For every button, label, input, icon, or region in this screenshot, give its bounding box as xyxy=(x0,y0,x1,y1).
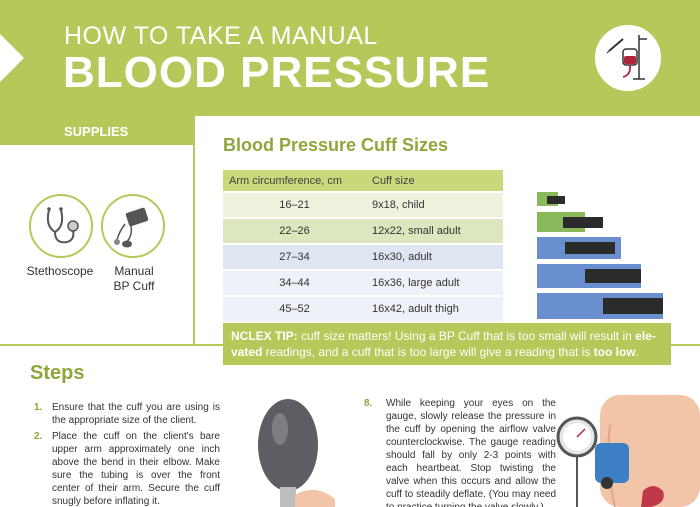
step-number: 8. xyxy=(364,398,373,409)
patient-gauge-illustration xyxy=(555,395,700,507)
step-item: 2. Place the cuff on the client's bare u… xyxy=(34,430,220,507)
table-row: 45–52 16x42, adult thigh xyxy=(223,296,503,323)
step-text: While keeping your eyes on the gauge, sl… xyxy=(386,398,556,507)
steps-title: Steps xyxy=(30,362,85,384)
supply-label-bp-cuff: Manual BP Cuff xyxy=(113,264,155,293)
column-header-cuff: Cuff size xyxy=(366,170,503,193)
title-line-1: HOW TO TAKE A MANUAL xyxy=(64,22,378,50)
cuff-illustration-large-adult xyxy=(535,262,643,290)
nclex-label: NCLEX TIP: xyxy=(231,329,298,343)
divider-horizontal xyxy=(0,344,223,346)
nclex-text-b: readings, and a cuff that is too large w… xyxy=(262,345,594,359)
step-item: 1. Ensure that the cuff you are using is… xyxy=(34,401,220,427)
iv-blood-bag-icon xyxy=(592,22,664,94)
supplies-header: SUPPLIES xyxy=(0,116,194,145)
arm-circumference: 27–34 xyxy=(223,244,366,271)
header-banner: HOW TO TAKE A MANUAL BLOOD PRESSURE xyxy=(0,0,700,116)
arm-circumference: 34–44 xyxy=(223,270,366,297)
step-text: Place the cuff on the client's bare uppe… xyxy=(52,431,220,507)
divider-vertical xyxy=(193,116,195,344)
table-row: 27–34 16x30, adult xyxy=(223,244,503,271)
cuff-size: 16x42, adult thigh xyxy=(366,296,503,323)
nclex-tip: NCLEX TIP: cuff size matters! Using a BP… xyxy=(223,323,671,365)
step-number: 1. xyxy=(34,402,43,413)
nclex-bold-b: too low xyxy=(593,345,636,359)
cuff-size: 12x22, small adult xyxy=(366,218,503,245)
cuff-size: 16x30, adult xyxy=(366,244,503,271)
arm-circumference: 16–21 xyxy=(223,192,366,219)
cuff-sizes-title: Blood Pressure Cuff Sizes xyxy=(223,135,449,155)
cuff-illustration-child xyxy=(535,190,565,208)
cuff-illustration-adult xyxy=(535,235,623,261)
table-row: 34–44 16x36, large adult xyxy=(223,270,503,297)
table-row: 22–26 12x22, small adult xyxy=(223,218,503,245)
bp-cuff-icon xyxy=(101,194,165,258)
inflation-bulb-icon xyxy=(240,395,350,507)
nclex-bold-a: ele-vated xyxy=(231,329,656,359)
stethoscope-icon xyxy=(29,194,93,258)
nclex-text-c: . xyxy=(635,345,640,359)
column-header-arm: Arm circumference, cm xyxy=(223,170,366,193)
divider-horizontal xyxy=(671,344,700,346)
cuff-size-table: Arm circumference, cm Cuff size 16–21 9x… xyxy=(223,170,503,323)
cuff-illustration-small-adult xyxy=(535,210,603,234)
arm-circumference: 22–26 xyxy=(223,218,366,245)
step-number: 2. xyxy=(34,431,43,442)
cuff-size: 9x18, child xyxy=(366,192,503,219)
table-row: 16–21 9x18, child xyxy=(223,192,503,219)
supplies-title: SUPPLIES xyxy=(64,124,129,139)
supply-label-stethoscope: Stethoscope xyxy=(26,264,94,278)
step-item: 8. While keeping your eyes on the gauge,… xyxy=(364,397,556,507)
arrow-decoration xyxy=(0,34,24,82)
cuff-size: 16x36, large adult xyxy=(366,270,503,297)
arm-circumference: 45–52 xyxy=(223,296,366,323)
title-line-2: BLOOD PRESSURE xyxy=(63,48,491,97)
cuff-illustration-adult-thigh xyxy=(535,291,665,321)
step-text: Ensure that the cuff you are using is th… xyxy=(52,402,220,426)
nclex-text-a: cuff size matters! Using a BP Cuff that … xyxy=(297,329,636,343)
